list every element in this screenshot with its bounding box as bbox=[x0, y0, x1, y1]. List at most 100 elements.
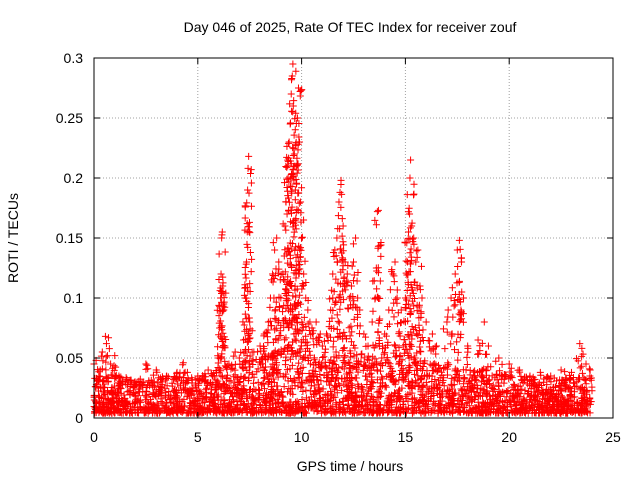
data-point bbox=[298, 234, 306, 242]
data-point bbox=[161, 404, 169, 412]
data-point bbox=[308, 329, 316, 337]
data-point bbox=[243, 395, 251, 403]
data-point bbox=[333, 325, 341, 333]
data-point bbox=[346, 359, 354, 367]
data-point bbox=[241, 335, 249, 343]
data-point bbox=[565, 376, 573, 384]
data-point bbox=[330, 337, 338, 345]
data-point bbox=[413, 281, 421, 289]
data-point bbox=[438, 371, 446, 379]
data-point bbox=[298, 395, 306, 403]
data-point bbox=[457, 258, 465, 266]
data-point bbox=[202, 393, 210, 401]
data-point bbox=[307, 382, 315, 390]
data-point bbox=[296, 291, 304, 299]
data-point bbox=[183, 393, 191, 401]
data-point bbox=[241, 214, 249, 222]
data-point bbox=[280, 407, 288, 415]
data-point bbox=[451, 365, 459, 373]
data-point bbox=[369, 402, 377, 410]
data-point bbox=[370, 277, 378, 285]
data-point bbox=[219, 302, 227, 310]
data-point bbox=[135, 397, 143, 405]
data-point bbox=[212, 367, 220, 375]
data-point bbox=[305, 396, 313, 404]
data-point bbox=[239, 363, 247, 371]
data-point bbox=[307, 375, 315, 383]
data-point bbox=[460, 374, 468, 382]
data-point bbox=[319, 385, 327, 393]
data-point bbox=[96, 373, 104, 381]
x-tick-label: 0 bbox=[90, 429, 98, 445]
data-point bbox=[111, 352, 119, 360]
data-point bbox=[240, 321, 248, 329]
data-point bbox=[332, 348, 340, 356]
data-point bbox=[340, 404, 348, 412]
data-point bbox=[415, 301, 423, 309]
data-point bbox=[218, 350, 226, 358]
data-point bbox=[307, 331, 315, 339]
data-point bbox=[172, 400, 180, 408]
data-point bbox=[284, 194, 292, 202]
data-point bbox=[448, 382, 456, 390]
data-point bbox=[410, 180, 418, 188]
data-point bbox=[361, 372, 369, 380]
data-point bbox=[289, 102, 297, 110]
data-point bbox=[317, 360, 325, 368]
data-point bbox=[236, 389, 244, 397]
data-point bbox=[278, 392, 286, 400]
data-point bbox=[406, 249, 414, 257]
data-point bbox=[296, 138, 304, 146]
data-point bbox=[273, 405, 281, 413]
data-point bbox=[314, 376, 322, 384]
data-point bbox=[523, 406, 531, 414]
data-point bbox=[309, 371, 317, 379]
data-point bbox=[444, 402, 452, 410]
data-point bbox=[292, 293, 300, 301]
data-point bbox=[437, 393, 445, 401]
data-point bbox=[244, 186, 252, 194]
data-point bbox=[391, 258, 399, 266]
data-point bbox=[401, 238, 409, 246]
data-point bbox=[293, 154, 301, 162]
data-point bbox=[343, 270, 351, 278]
data-point bbox=[408, 256, 416, 264]
data-point bbox=[384, 338, 392, 346]
data-point bbox=[289, 409, 297, 417]
data-point bbox=[327, 333, 335, 341]
data-point bbox=[102, 358, 110, 366]
data-point bbox=[416, 343, 424, 351]
data-point bbox=[113, 389, 121, 397]
data-point bbox=[279, 308, 287, 316]
data-point bbox=[414, 246, 422, 254]
data-point bbox=[338, 190, 346, 198]
data-point bbox=[507, 390, 515, 398]
data-point bbox=[503, 406, 511, 414]
data-point bbox=[429, 360, 437, 368]
data-point bbox=[286, 355, 294, 363]
data-point bbox=[395, 328, 403, 336]
data-point bbox=[408, 235, 416, 243]
data-point bbox=[297, 218, 305, 226]
data-point bbox=[289, 151, 297, 159]
data-point bbox=[298, 184, 306, 192]
data-point bbox=[578, 352, 586, 360]
data-point bbox=[311, 390, 319, 398]
data-point bbox=[450, 401, 458, 409]
data-point bbox=[421, 393, 429, 401]
data-point bbox=[280, 336, 288, 344]
data-point bbox=[393, 294, 401, 302]
data-point bbox=[396, 370, 404, 378]
data-point bbox=[295, 359, 303, 367]
data-point bbox=[194, 372, 202, 380]
data-point bbox=[572, 406, 580, 414]
data-point bbox=[292, 225, 300, 233]
data-point bbox=[376, 277, 384, 285]
data-point bbox=[507, 364, 515, 372]
data-point bbox=[405, 378, 413, 386]
data-point bbox=[247, 169, 255, 177]
data-point bbox=[454, 348, 462, 356]
data-point bbox=[336, 305, 344, 313]
data-point bbox=[467, 408, 475, 416]
data-point bbox=[580, 374, 588, 382]
